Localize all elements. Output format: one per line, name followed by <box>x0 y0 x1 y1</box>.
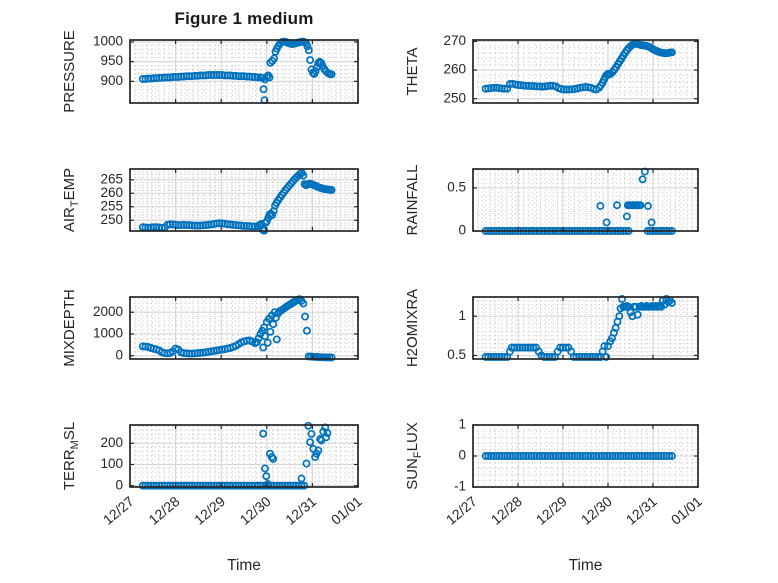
y-axis-label-rainfall: RAINFALL <box>404 165 421 236</box>
series-airtemp <box>138 169 336 235</box>
axes-box-h2omixra <box>472 296 699 360</box>
y-axis-label-terrmsl: TERRMSL <box>61 422 81 490</box>
y-axis-label-h2omixra: H2OMIXRA <box>404 289 421 367</box>
y-tick-label: 1 <box>458 417 466 432</box>
axes-box-theta <box>472 39 699 104</box>
x-tick-label: 12/27 <box>443 493 480 528</box>
y-tick-label: 0 <box>458 448 466 463</box>
y-tick-label: 1000 <box>93 326 123 341</box>
axes-box-terrmsl <box>129 424 359 488</box>
x-tick-label: 12/27 <box>100 493 137 528</box>
x-tick-label: 12/31 <box>282 493 319 528</box>
series-h2omixra <box>481 295 676 361</box>
y-tick-label: 260 <box>100 185 123 200</box>
x-tick-label: 01/01 <box>668 493 705 528</box>
subplot-pressure: 900 950 1000 PRESSURE <box>61 30 359 113</box>
y-tick-label: 260 <box>443 62 466 77</box>
x-tick-label: 12/28 <box>145 493 182 528</box>
axes-box-rainfall <box>472 168 699 232</box>
y-tick-label: 200 <box>100 435 123 450</box>
x-tick-label: 12/28 <box>488 493 525 528</box>
y-tick-label: 250 <box>100 212 123 227</box>
y-axis-label-theta: THETA <box>404 47 421 95</box>
x-axis-title: Time <box>569 557 603 574</box>
y-tick-label: 950 <box>100 53 123 68</box>
x-tick-label: 12/31 <box>623 493 660 528</box>
y-tick-label: 0 <box>115 477 123 492</box>
series-sunflux <box>481 452 676 460</box>
subplot-sunflux: -1 0 1 SUNFLUX 12/27 12/28 12/29 12/30 12/31 01/0… <box>404 417 705 574</box>
series-theta <box>481 39 676 94</box>
y-tick-label: 250 <box>443 90 466 105</box>
x-tick-label: 12/29 <box>191 493 228 528</box>
y-tick-label: 1 <box>458 308 466 323</box>
axes-box-mixdepth <box>129 296 359 360</box>
y-axis-label-airtemp: AIRTEMP <box>61 168 81 232</box>
subplot-theta: 250 260 270 THETA <box>404 33 699 105</box>
series-terrmsl <box>138 421 332 490</box>
y-tick-label: 0 <box>458 223 466 238</box>
x-tick-label: 12/30 <box>237 493 274 528</box>
x-tick-label: 12/30 <box>578 493 615 528</box>
y-tick-label: 100 <box>100 456 123 471</box>
subplot-mixdepth: 0 1000 2000 MIXDEPTH <box>61 289 359 367</box>
y-tick-label: 265 <box>100 171 123 186</box>
y-axis-label-sunflux: SUNFLUX <box>404 422 424 490</box>
axes-box-airtemp <box>129 168 359 232</box>
y-tick-label: -1 <box>454 479 466 494</box>
x-tick-label: 01/01 <box>328 493 365 528</box>
y-tick-label: 255 <box>100 198 123 213</box>
series-mixdepth <box>138 295 336 362</box>
y-tick-label: 0 <box>115 347 123 362</box>
subplot-h2omixra: 0.5 1 H2OMIXRA <box>404 289 699 367</box>
y-tick-label: 900 <box>100 73 123 88</box>
y-tick-label: 0.5 <box>447 347 466 362</box>
y-tick-label: 270 <box>443 33 466 48</box>
axes-box-pressure <box>129 39 359 104</box>
x-axis-title: Time <box>227 557 261 574</box>
y-tick-label: 2000 <box>93 304 123 319</box>
y-axis-label-mixdepth: MIXDEPTH <box>61 289 78 367</box>
subplot-terrmsl: 0 100 200 TERRMSL 12/27 12/28 12/29 12/30 12/31 0… <box>61 422 365 574</box>
subplot-rainfall: 0 0.5 RAINFALL <box>404 165 699 238</box>
figure-title: Figure 1 medium <box>174 9 314 28</box>
y-axis-label-pressure: PRESSURE <box>61 30 78 113</box>
x-tick-label: 12/29 <box>533 493 570 528</box>
series-pressure <box>138 37 336 105</box>
y-tick-label: 0.5 <box>447 180 466 195</box>
y-tick-label: 1000 <box>93 34 123 49</box>
